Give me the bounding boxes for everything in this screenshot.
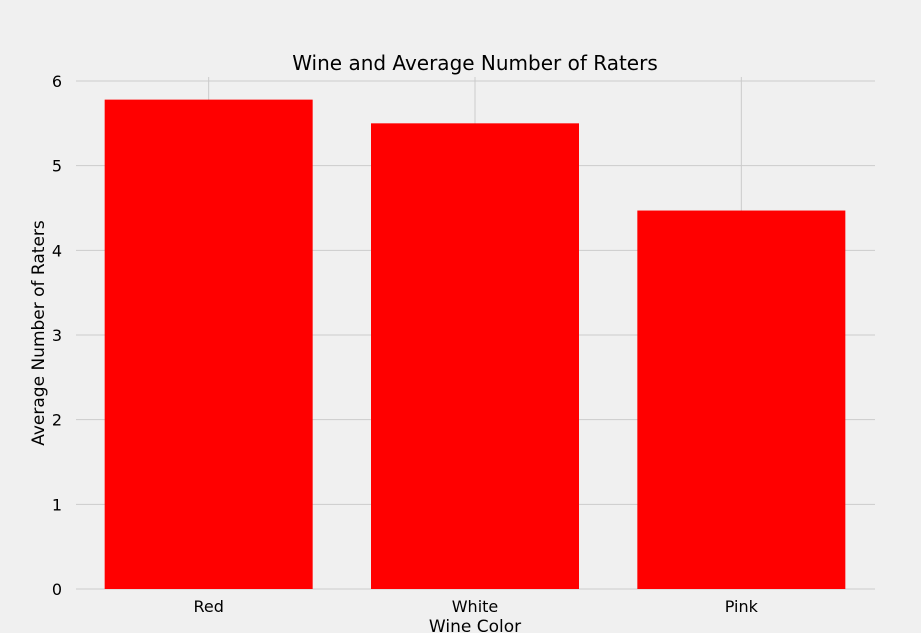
y-axis-label: Average Number of Raters (29, 220, 49, 446)
chart-title: Wine and Average Number of Raters (292, 51, 658, 75)
y-tick-label: 2 (52, 411, 62, 430)
y-tick-label: 4 (52, 241, 62, 260)
x-tick-label: White (452, 597, 499, 616)
y-tick-label: 0 (52, 580, 62, 599)
x-tick-label: Pink (725, 597, 759, 616)
ticks-layer: 0 1 2 3 4 5 6 Red White Pink (52, 72, 759, 616)
bar-pink (637, 210, 846, 590)
bar-red (104, 99, 313, 590)
y-tick-label: 1 (52, 495, 62, 514)
y-tick-label: 5 (52, 157, 62, 176)
x-axis-label: Wine Color (429, 617, 521, 633)
bar-white (371, 123, 579, 589)
bars-layer (104, 99, 846, 590)
x-tick-label: Red (193, 597, 223, 616)
y-tick-label: 3 (52, 326, 62, 345)
y-tick-label: 6 (52, 72, 62, 91)
